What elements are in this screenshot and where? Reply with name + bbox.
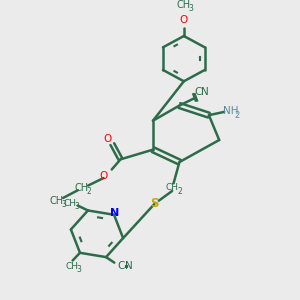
Text: O: O xyxy=(103,134,111,145)
Text: 3: 3 xyxy=(75,202,80,211)
Text: C: C xyxy=(117,261,124,271)
Text: N: N xyxy=(202,87,209,97)
Text: CH: CH xyxy=(49,196,63,206)
Text: 3: 3 xyxy=(188,4,194,13)
Text: 2: 2 xyxy=(177,187,182,196)
Text: CH: CH xyxy=(177,0,191,10)
Text: CH: CH xyxy=(75,183,89,193)
Text: N: N xyxy=(110,208,119,218)
Text: CH: CH xyxy=(166,183,178,192)
Text: 3: 3 xyxy=(76,266,81,274)
Text: N: N xyxy=(125,261,133,271)
Text: 2: 2 xyxy=(86,188,91,196)
Text: 2: 2 xyxy=(234,111,239,120)
Text: NH: NH xyxy=(223,106,239,116)
Text: CH: CH xyxy=(64,199,77,208)
Text: CH: CH xyxy=(65,262,78,271)
Text: 3: 3 xyxy=(61,200,66,209)
Text: O: O xyxy=(180,15,188,25)
Text: S: S xyxy=(150,197,159,211)
Text: O: O xyxy=(99,171,108,181)
Text: C: C xyxy=(194,87,201,97)
